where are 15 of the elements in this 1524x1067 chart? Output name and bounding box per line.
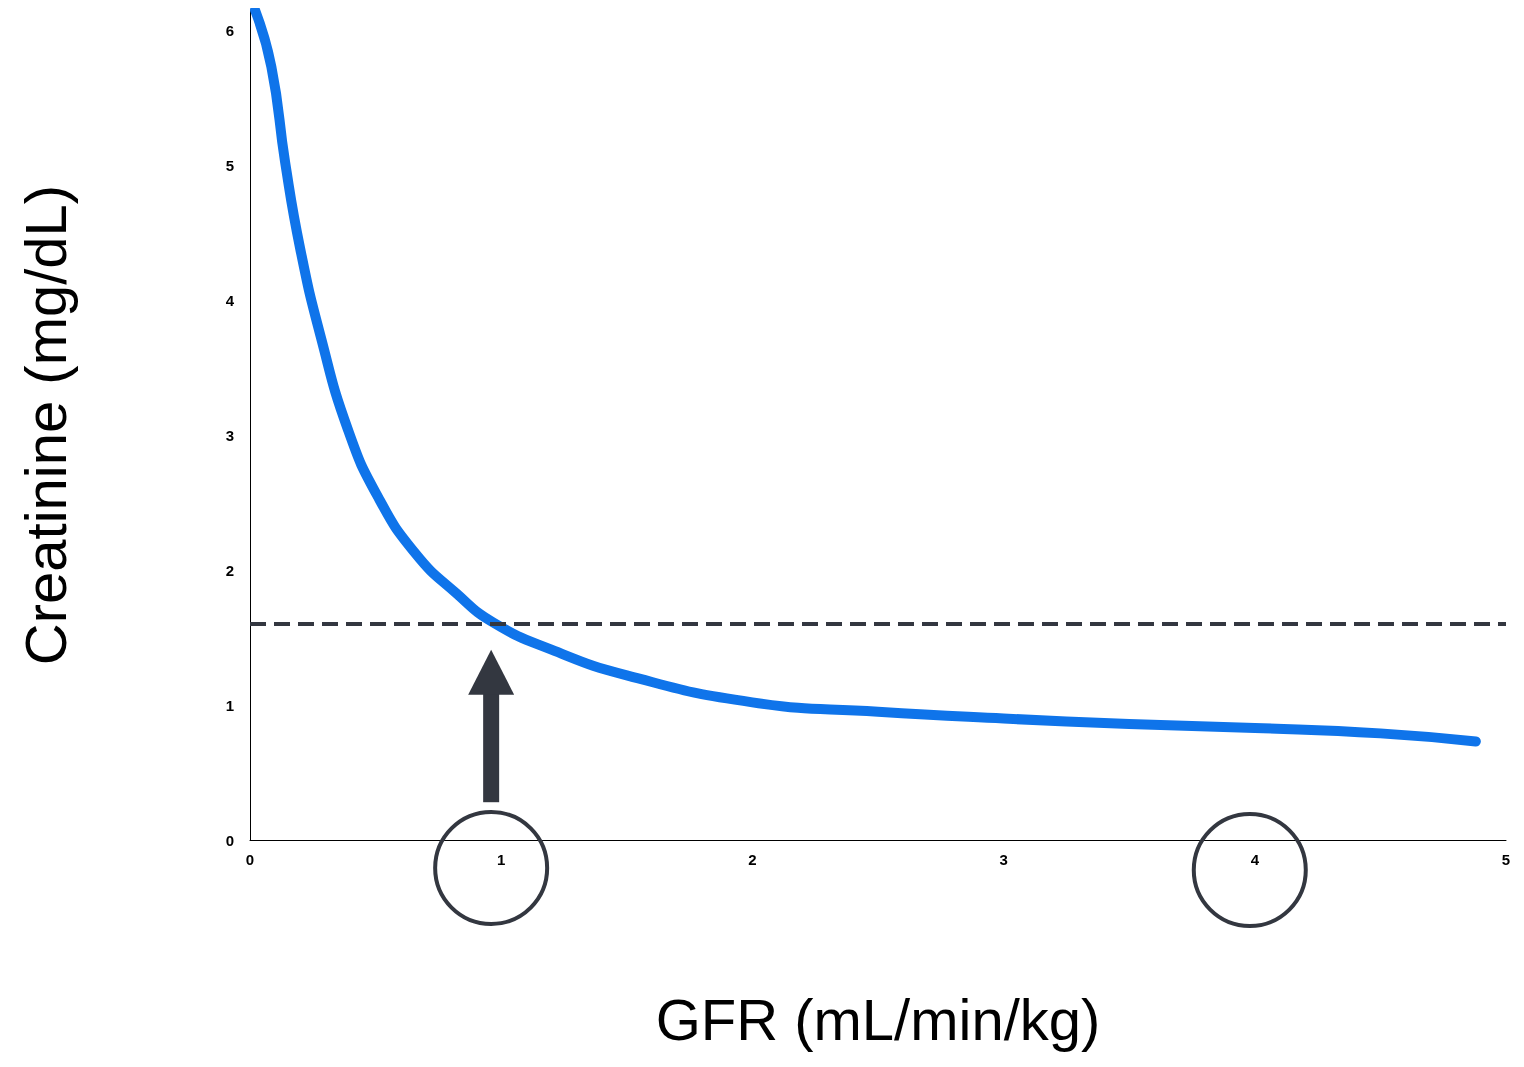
y-tick-label: 4 <box>225 291 235 309</box>
y-tick-label: 0 <box>225 831 234 849</box>
y-tick-label: 1 <box>225 696 234 714</box>
x-tick-label: 4 <box>1250 851 1260 868</box>
x-tick-label: 3 <box>999 851 1008 868</box>
x-tick-label: 1 <box>497 851 506 868</box>
y-tick-label: 3 <box>225 426 234 444</box>
y-tick-label: 2 <box>225 561 234 579</box>
x-tick-label: 2 <box>748 851 757 868</box>
y-axis-title: Creatinine (mg/dL) <box>12 184 78 666</box>
y-tick-label: 6 <box>225 21 234 39</box>
x-tick-label: 5 <box>1501 851 1511 868</box>
x-tick-label: 0 <box>245 851 255 868</box>
y-tick-label: 5 <box>225 156 234 174</box>
x-axis-title: GFR (mL/min/kg) <box>655 986 1101 1052</box>
